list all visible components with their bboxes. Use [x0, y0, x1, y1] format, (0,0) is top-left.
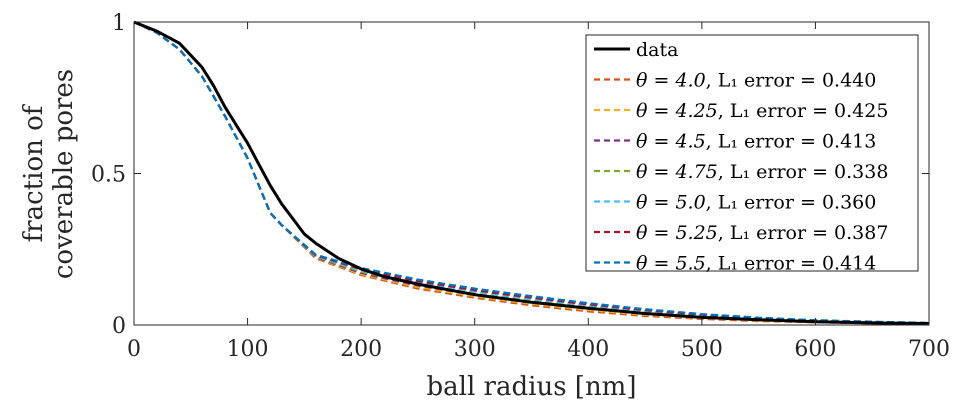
series-line-0	[133, 20, 930, 325]
x-tick-label: 600	[794, 337, 836, 362]
x-tick-label: 0	[127, 337, 141, 362]
x-tick-label: 400	[567, 337, 609, 362]
legend-error-text: L₁ error = 0.425	[730, 100, 889, 122]
legend-error-text: L₁ error = 0.338	[730, 161, 889, 183]
legend-error-text: L₁ error = 0.387	[730, 222, 889, 244]
series-line-7	[133, 21, 930, 324]
legend-theta-text: θ = 4.75	[636, 161, 718, 183]
legend-theta-text: θ = 5.5	[636, 253, 706, 275]
legend-entry-5: θ = 5.0, L₁ error = 0.360	[636, 192, 876, 214]
legend-entry-2: θ = 4.25, L₁ error = 0.425	[636, 100, 888, 122]
y-axis-label-line2: coverable pores	[49, 69, 79, 279]
series-layer	[133, 20, 930, 325]
legend-error-text: L₁ error = 0.360	[718, 192, 877, 214]
legend-theta-text: θ = 5.25	[636, 222, 718, 244]
y-tick-label: 0	[112, 314, 126, 339]
legend-box	[585, 34, 919, 272]
x-tick-label: 200	[340, 337, 382, 362]
x-tick-label: 300	[454, 337, 496, 362]
legend-theta-text: θ = 4.0	[636, 70, 706, 92]
x-tick-label: 700	[908, 337, 950, 362]
legend-error-text: L₁ error = 0.413	[718, 131, 877, 153]
legend-entry-6: θ = 5.25, L₁ error = 0.387	[636, 222, 888, 244]
y-tick-label: 1	[112, 11, 126, 36]
legend-entry-3: θ = 4.5, L₁ error = 0.413	[636, 131, 876, 153]
legend-entry-7: θ = 5.5, L₁ error = 0.414	[636, 253, 876, 275]
legend: data θ = 4.0, L₁ error = 0.440 θ = 4.25, L…	[585, 34, 919, 275]
legend-error-text: L₁ error = 0.414	[718, 253, 877, 275]
legend-theta-text: θ = 5.0	[636, 192, 706, 214]
x-tick-label: 100	[227, 337, 269, 362]
legend-entry-0: data	[636, 39, 678, 61]
legend-theta-text: θ = 4.5	[636, 131, 706, 153]
axis-ticks: 0 100 200 300 400 500 600 700 0 0.5 1	[91, 11, 950, 362]
legend-error-text: L₁ error = 0.440	[718, 70, 877, 92]
y-tick-label: 0.5	[91, 163, 126, 188]
y-axis-label-line1: fraction of	[19, 103, 49, 242]
x-axis-label: ball radius [nm]	[427, 372, 637, 402]
legend-theta-text: θ = 4.25	[636, 100, 718, 122]
legend-entry-4: θ = 4.75, L₁ error = 0.338	[636, 161, 888, 183]
x-tick-label: 500	[681, 337, 723, 362]
legend-entry-1: θ = 4.0, L₁ error = 0.440	[636, 70, 876, 92]
